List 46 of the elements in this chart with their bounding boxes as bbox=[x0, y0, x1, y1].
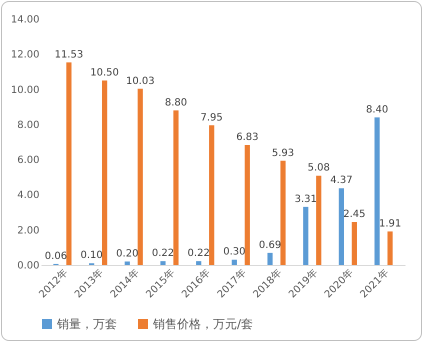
data-label: 10.50 bbox=[90, 68, 119, 78]
bar bbox=[387, 231, 393, 265]
data-label: 10.03 bbox=[126, 76, 155, 87]
data-label: 0.69 bbox=[258, 240, 282, 251]
data-label: 0.10 bbox=[80, 250, 103, 262]
bar bbox=[138, 88, 143, 265]
data-label: 7.95 bbox=[200, 112, 223, 124]
data-label: 1.91 bbox=[378, 218, 402, 230]
data-label: 5.08 bbox=[308, 162, 330, 174]
data-label: 8.40 bbox=[366, 104, 388, 116]
bar bbox=[66, 62, 72, 265]
legend-label: 销量，万套 bbox=[56, 317, 117, 331]
bar bbox=[160, 261, 166, 265]
bar bbox=[352, 222, 357, 265]
y-tick-label: 2.00 bbox=[17, 225, 40, 236]
bar bbox=[338, 188, 344, 265]
y-tick-label: 4.00 bbox=[17, 190, 40, 202]
bar bbox=[267, 252, 273, 265]
data-label: 0.22 bbox=[152, 248, 174, 260]
bar bbox=[209, 125, 214, 265]
data-label: 8.80 bbox=[164, 97, 188, 108]
bar bbox=[280, 160, 286, 265]
data-label: 3.31 bbox=[294, 194, 317, 205]
data-label: 0.06 bbox=[44, 250, 68, 262]
y-tick-label: 0.00 bbox=[17, 260, 40, 272]
data-label: 6.83 bbox=[236, 132, 258, 143]
bar bbox=[316, 176, 322, 265]
bar bbox=[102, 80, 108, 265]
y-tick-label: 12.00 bbox=[10, 50, 40, 61]
data-label: 4.37 bbox=[330, 175, 353, 186]
bar bbox=[124, 261, 130, 265]
y-tick-label: 8.00 bbox=[17, 120, 40, 131]
bar bbox=[173, 110, 179, 265]
data-label: 5.93 bbox=[272, 148, 294, 159]
data-label: 0.22 bbox=[188, 248, 210, 260]
bar bbox=[244, 144, 250, 265]
legend-label: 销售价格，万元/套 bbox=[152, 317, 254, 331]
y-tick-label: 6.00 bbox=[17, 155, 40, 166]
bar bbox=[196, 261, 202, 265]
data-label: 2.45 bbox=[343, 208, 366, 220]
y-tick-label: 10.00 bbox=[10, 84, 40, 96]
bar bbox=[303, 206, 308, 265]
bar bbox=[374, 117, 380, 265]
y-tick-label: 14.00 bbox=[10, 14, 40, 26]
data-label: 11.53 bbox=[54, 49, 84, 60]
bar bbox=[232, 260, 237, 265]
